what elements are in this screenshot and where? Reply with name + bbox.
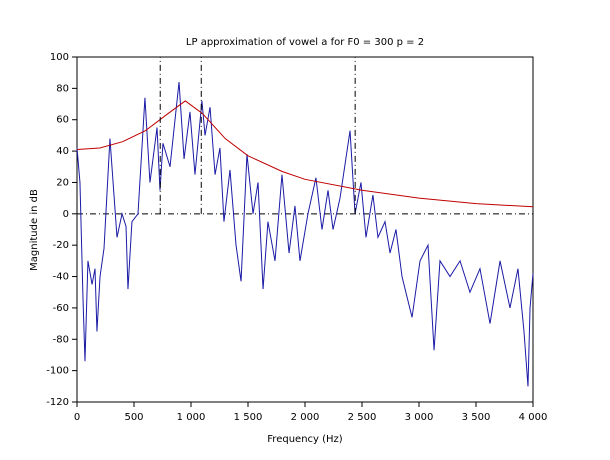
y-tick-label: -100 [46,366,69,377]
y-axis-label: Magnitude in dB [29,189,40,271]
y-tick-label: 0 [63,209,69,220]
y-tick-label: 20 [56,177,69,188]
y-tick-label: -40 [53,272,69,283]
x-tick-label: 1 000 [177,412,206,423]
x-tick-label: 3 500 [462,412,491,423]
y-tick-label: -60 [53,303,69,314]
chart-title: LP approximation of vowel a for F0 = 300… [186,37,424,48]
y-tick-label: -20 [53,240,69,251]
y-tick-label: 100 [50,52,69,63]
y-tick-label: 80 [56,83,69,94]
series-line [76,100,534,208]
x-tick-label: 2 000 [291,412,320,423]
x-axis-label: Frequency (Hz) [267,434,343,445]
y-tick-label: -120 [46,397,69,408]
x-tick-label: 3 000 [405,412,434,423]
x-tick-label: 500 [124,412,143,423]
x-tick-label: 4 000 [519,412,548,423]
y-tick-label: 60 [56,115,69,126]
y-tick-label: 40 [56,146,69,157]
x-tick-label: 2 500 [348,412,377,423]
x-tick-label: 0 [74,412,80,423]
y-tick-label: -80 [53,334,69,345]
x-tick-label: 1 500 [234,412,263,423]
series-line [76,82,534,387]
